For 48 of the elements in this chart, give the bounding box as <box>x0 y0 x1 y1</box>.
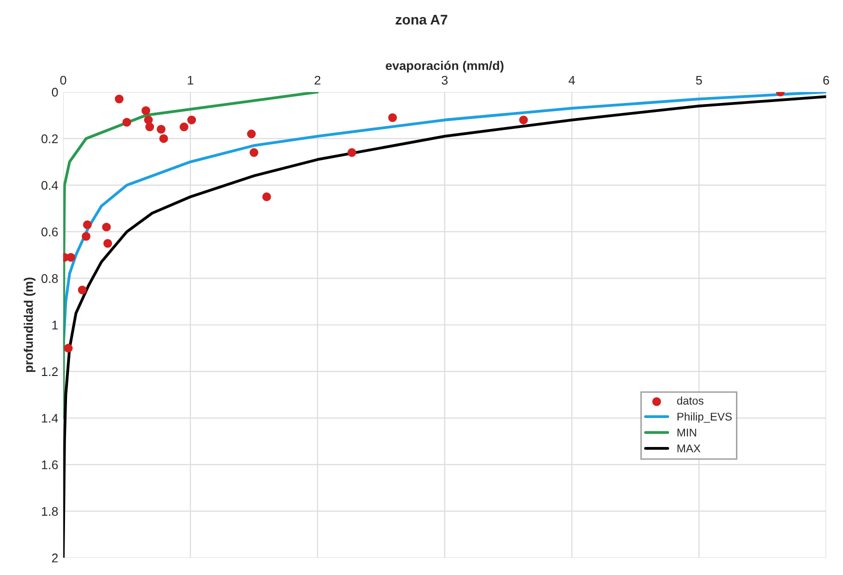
y-tick-label: 0.8 <box>41 274 58 283</box>
x-tick-label: 6 <box>823 76 830 85</box>
point <box>250 148 258 157</box>
point <box>83 220 92 230</box>
point <box>103 239 112 248</box>
x-tick-label: 1 <box>188 76 194 85</box>
point <box>122 118 132 127</box>
x-tick-label: 0 <box>60 76 66 85</box>
point <box>64 344 73 353</box>
y-tick-label: 0.6 <box>41 228 58 236</box>
point <box>145 122 154 132</box>
point <box>144 116 153 124</box>
point <box>347 148 356 157</box>
y-tick-label: 2 <box>52 554 58 562</box>
point <box>388 113 397 122</box>
legend-label: datos <box>677 396 704 405</box>
x-tick-label: 5 <box>696 76 702 85</box>
line-series <box>63 92 319 420</box>
y-tick-label: 1 <box>52 320 58 330</box>
point <box>82 232 90 241</box>
y-tick-label: 1.6 <box>42 460 58 470</box>
y-tick-label: 1.2 <box>42 367 58 376</box>
point <box>78 286 87 294</box>
point <box>159 134 168 143</box>
point <box>247 130 256 138</box>
y-tick-label: 0.4 <box>41 180 58 190</box>
legend-label: MIN <box>678 428 696 436</box>
legend-label: Philip_EVS <box>678 412 732 423</box>
y-tick-label: 1.8 <box>42 506 58 516</box>
x-tick-label: 4 <box>568 76 575 85</box>
x-axis-title: evaporación (mm/d) <box>386 60 504 73</box>
chart-title: zona A7 <box>396 14 448 25</box>
line-series <box>63 95 826 558</box>
point <box>187 116 196 124</box>
point <box>519 116 528 124</box>
y-tick-label: 1.4 <box>42 414 58 423</box>
point <box>262 192 272 202</box>
y-axis-title: profundidad (m) <box>24 278 36 372</box>
x-tick-label: 3 <box>442 76 448 85</box>
point <box>142 106 150 115</box>
point <box>114 94 124 104</box>
legend-label: MAX <box>678 444 700 452</box>
point <box>180 122 188 132</box>
x-tick-label: 2 <box>314 76 320 85</box>
point <box>156 124 166 134</box>
point <box>102 222 111 232</box>
y-tick-label: 0 <box>52 88 58 97</box>
y-tick-label: 0.2 <box>41 134 58 144</box>
